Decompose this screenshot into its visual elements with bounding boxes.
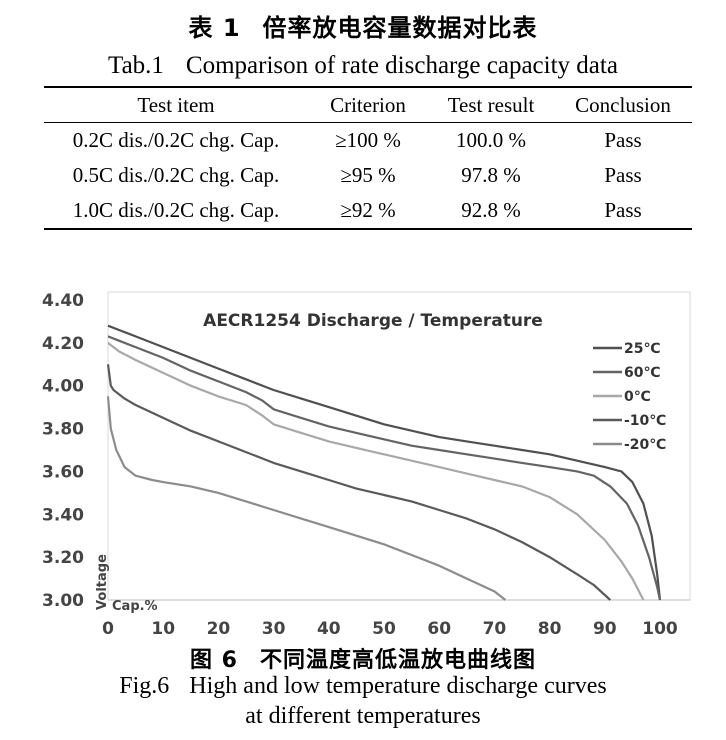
- table-row: 1.0C dis./0.2C chg. Cap. ≥92 % 92.8 % Pa…: [44, 193, 692, 229]
- x-tick-label: 50: [372, 619, 396, 639]
- discharge-chart-svg: 3.00 3.20 3.40 3.60 3.80 4.00 4.20 4.40 0 10 20 30…: [42, 291, 691, 639]
- y-tick-labels: 3.00 3.20 3.40 3.60 3.80 4.00 4.20 4.40: [42, 291, 84, 611]
- legend-label: 0℃: [624, 389, 651, 405]
- cell-test-result: 100.0 %: [456, 128, 526, 152]
- cell-test-item: 0.5C dis./0.2C chg. Cap.: [72, 163, 280, 187]
- cell-test-item: 1.0C dis./0.2C chg. Cap.: [72, 198, 280, 222]
- x-tick-label: 30: [262, 619, 286, 639]
- y-tick-label: 4.20: [42, 334, 84, 354]
- chart-title: AECR1254 Discharge / Temperature: [203, 311, 543, 331]
- comparison-table: Test item Criterion Test result Conclusi…: [44, 86, 692, 230]
- cell-conclusion: Pass: [604, 198, 642, 222]
- table-title-en: Tab.1 Comparison of rate discharge capaci…: [0, 52, 726, 80]
- x-axis-label: Cap.%: [112, 599, 158, 614]
- series-line-4: [106, 396, 507, 601]
- y-tick-label: 4.40: [42, 291, 84, 311]
- figure-caption-en-line1: Fig.6 High and low temperature discharge …: [0, 673, 726, 700]
- legend-label: -10℃: [624, 413, 666, 429]
- series-line-1: [107, 335, 662, 601]
- table-row: 0.2C dis./0.2C chg. Cap. ≥100 % 100.0 % …: [44, 123, 692, 159]
- plot-area-frame: [107, 291, 691, 601]
- figure-number-zh: 图 6: [190, 648, 238, 673]
- cell-criterion: ≥100 %: [335, 128, 401, 152]
- y-tick-label: 4.00: [42, 377, 84, 397]
- table-title-zh-text: 倍率放电容量数据对比表: [262, 14, 538, 42]
- series-lines: [106, 324, 662, 601]
- y-tick-label: 3.40: [42, 505, 84, 525]
- table-number-zh: 表 1: [188, 14, 241, 42]
- cell-criterion: ≥92 %: [340, 198, 396, 222]
- legend-label: 60℃: [624, 365, 660, 381]
- table-header-row: Test item Criterion Test result Conclusi…: [44, 87, 692, 123]
- table-number-en: Tab.1: [108, 52, 164, 79]
- x-tick-label: 80: [538, 619, 562, 639]
- figure-caption-en-text: High and low temperature discharge curve…: [189, 673, 607, 699]
- y-tick-label: 3.80: [42, 420, 84, 440]
- column-header-conclusion: Conclusion: [575, 92, 671, 117]
- x-tick-label: 70: [483, 619, 507, 639]
- column-header-test-item: Test item: [137, 92, 215, 117]
- series-line-2: [107, 342, 645, 601]
- figure-title-zh: 图 6 不同温度高低温放电曲线图: [0, 642, 726, 674]
- x-tick-label: 90: [593, 619, 617, 639]
- cell-criterion: ≥95 %: [340, 163, 396, 187]
- x-tick-label: 60: [427, 619, 451, 639]
- cell-test-result: 97.8 %: [461, 163, 521, 187]
- figure-number-en: Fig.6: [119, 673, 170, 699]
- cell-test-item: 0.2C dis./0.2C chg. Cap.: [72, 128, 280, 152]
- x-tick-label: 40: [317, 619, 341, 639]
- table-title-en-text: Comparison of rate discharge capacity da…: [185, 52, 618, 79]
- legend: 25℃ 60℃ 0℃ -10℃ -20℃: [593, 341, 666, 453]
- x-tick-labels: 0 10 20 30 40 50 60 70 80 90 100: [102, 619, 678, 639]
- legend-label: -20℃: [624, 437, 666, 453]
- table-row: 0.5C dis./0.2C chg. Cap. ≥95 % 97.8 % Pa…: [44, 158, 692, 193]
- table-title-zh: 表 1 倍率放电容量数据对比表: [0, 8, 726, 43]
- discharge-chart: 3.00 3.20 3.40 3.60 3.80 4.00 4.20 4.40 0 10 20 30…: [0, 282, 726, 642]
- cell-test-result: 92.8 %: [461, 198, 521, 222]
- x-tick-label: 20: [207, 619, 231, 639]
- column-header-test-result: Test result: [447, 92, 535, 117]
- series-line-0: [107, 324, 662, 601]
- y-tick-label: 3.60: [42, 462, 84, 482]
- x-tick-label: 0: [102, 619, 114, 639]
- cell-conclusion: Pass: [604, 128, 642, 152]
- x-tick-label: 100: [642, 619, 678, 639]
- figure-title-zh-text: 不同温度高低温放电曲线图: [259, 648, 536, 673]
- y-axis-label: Voltage: [95, 554, 110, 610]
- series-line-3: [106, 364, 612, 601]
- y-tick-label: 3.00: [42, 591, 84, 611]
- legend-label: 25℃: [624, 341, 660, 357]
- column-header-criterion: Criterion: [330, 92, 406, 117]
- x-tick-label: 10: [151, 619, 175, 639]
- y-tick-label: 3.20: [42, 548, 84, 568]
- figure-caption-en-line2: at different temperatures: [245, 703, 481, 729]
- cell-conclusion: Pass: [604, 163, 642, 187]
